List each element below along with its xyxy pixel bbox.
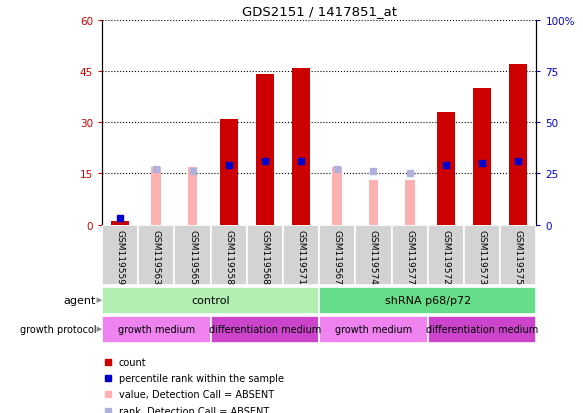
Bar: [210, 225, 247, 285]
Bar: [220, 119, 238, 225]
Bar: [509, 65, 527, 225]
Text: growth protocol: growth protocol: [20, 324, 96, 335]
Bar: [102, 316, 210, 343]
Title: GDS2151 / 1417851_at: GDS2151 / 1417851_at: [242, 5, 396, 18]
Text: value, Detection Call = ABSENT: value, Detection Call = ABSENT: [118, 389, 274, 399]
Bar: [464, 225, 500, 285]
Bar: [152, 167, 161, 225]
Bar: [283, 225, 319, 285]
Bar: [500, 225, 536, 285]
Bar: [319, 225, 356, 285]
Text: GSM119559: GSM119559: [115, 230, 125, 285]
Text: growth medium: growth medium: [335, 324, 412, 335]
Text: GSM119565: GSM119565: [188, 230, 197, 285]
Text: GSM119558: GSM119558: [224, 230, 233, 285]
Text: control: control: [191, 295, 230, 306]
Bar: [405, 181, 415, 225]
Text: GSM119568: GSM119568: [261, 230, 269, 285]
Text: GSM119572: GSM119572: [441, 230, 451, 285]
Text: GSM119571: GSM119571: [297, 230, 305, 285]
Bar: [138, 225, 174, 285]
Text: GSM119563: GSM119563: [152, 230, 161, 285]
Bar: [428, 225, 464, 285]
Text: shRNA p68/p72: shRNA p68/p72: [385, 295, 471, 306]
Bar: [392, 225, 428, 285]
Bar: [210, 316, 319, 343]
Text: growth medium: growth medium: [118, 324, 195, 335]
Text: count: count: [118, 357, 146, 367]
Text: rank, Detection Call = ABSENT: rank, Detection Call = ABSENT: [118, 406, 269, 413]
Bar: [319, 287, 536, 314]
Bar: [473, 89, 491, 225]
Text: differentiation medium: differentiation medium: [426, 324, 538, 335]
Bar: [111, 222, 129, 225]
Text: GSM119574: GSM119574: [369, 230, 378, 285]
Text: differentiation medium: differentiation medium: [209, 324, 321, 335]
Bar: [437, 113, 455, 225]
Text: GSM119573: GSM119573: [477, 230, 487, 285]
Bar: [188, 167, 198, 225]
Bar: [428, 316, 536, 343]
Bar: [102, 225, 138, 285]
Text: GSM119567: GSM119567: [333, 230, 342, 285]
Text: percentile rank within the sample: percentile rank within the sample: [118, 373, 284, 383]
Bar: [247, 225, 283, 285]
Bar: [102, 287, 319, 314]
Bar: [368, 181, 378, 225]
Bar: [319, 316, 428, 343]
Bar: [332, 167, 342, 225]
Text: agent: agent: [64, 295, 96, 306]
Bar: [292, 68, 310, 225]
Bar: [356, 225, 392, 285]
Text: GSM119577: GSM119577: [405, 230, 414, 285]
Bar: [256, 75, 274, 225]
Bar: [174, 225, 210, 285]
Text: GSM119575: GSM119575: [514, 230, 523, 285]
